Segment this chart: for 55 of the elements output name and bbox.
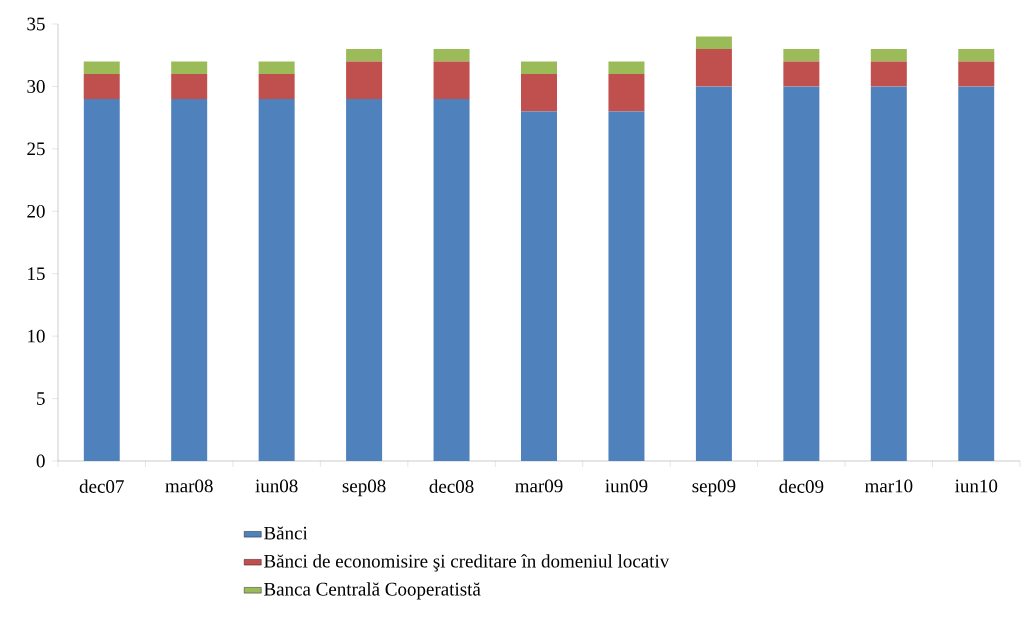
bar (783, 61, 820, 87)
bar (783, 86, 820, 461)
x-tick-label: iun08 (255, 479, 298, 493)
y-tick-label: 5 (37, 392, 45, 405)
bar (521, 73, 557, 112)
x-tick-label: dec09 (779, 479, 824, 493)
legend-label: Bănci (264, 526, 308, 540)
y-tick-label: 0 (36, 454, 45, 468)
x-tick-label: mar10 (864, 479, 913, 493)
x-tick-label: sep09 (692, 479, 736, 497)
bar (171, 98, 208, 461)
bar (83, 98, 120, 461)
bar (958, 86, 995, 461)
bar (433, 48, 470, 62)
bar (258, 61, 295, 74)
bar (171, 73, 208, 99)
x-tick-label: sep08 (342, 479, 386, 497)
bar (171, 61, 208, 74)
bar (346, 98, 383, 461)
bar (346, 48, 383, 62)
bar (695, 48, 732, 87)
bar (870, 48, 907, 62)
bar (783, 48, 820, 62)
y-tick-label: 35 (27, 17, 45, 31)
bar (695, 36, 732, 49)
x-tick-label: dec07 (79, 479, 124, 493)
y-tick-label: 10 (28, 329, 45, 343)
bar (521, 61, 557, 74)
bar (608, 73, 645, 112)
bar (870, 61, 907, 87)
bar (433, 61, 470, 99)
y-tick-label: 30 (27, 80, 45, 93)
y-tick-label: 15 (28, 267, 45, 281)
legend-label: Banca Centrală Cooperatistă (264, 582, 481, 600)
bar (695, 86, 732, 461)
bar (346, 61, 383, 99)
y-tick-label: 20 (27, 204, 45, 218)
y-tick-label: 25 (27, 142, 45, 156)
bar (521, 111, 557, 461)
x-tick-label: mar09 (515, 479, 563, 493)
legend-label: Bănci de economisire şi creditare în domeniul locativ (264, 554, 670, 572)
bar (258, 73, 295, 99)
x-tick-label: iun10 (955, 479, 998, 493)
bar (870, 86, 907, 461)
bar (433, 98, 470, 461)
x-tick-label: iun09 (605, 479, 648, 493)
bar (958, 48, 995, 62)
bar (608, 61, 645, 74)
x-tick-label: mar08 (165, 479, 213, 493)
bar (83, 73, 120, 99)
bar (608, 111, 645, 461)
x-tick-label: dec08 (429, 479, 474, 493)
bar (258, 98, 295, 461)
bar (83, 61, 120, 74)
bar (958, 61, 995, 87)
